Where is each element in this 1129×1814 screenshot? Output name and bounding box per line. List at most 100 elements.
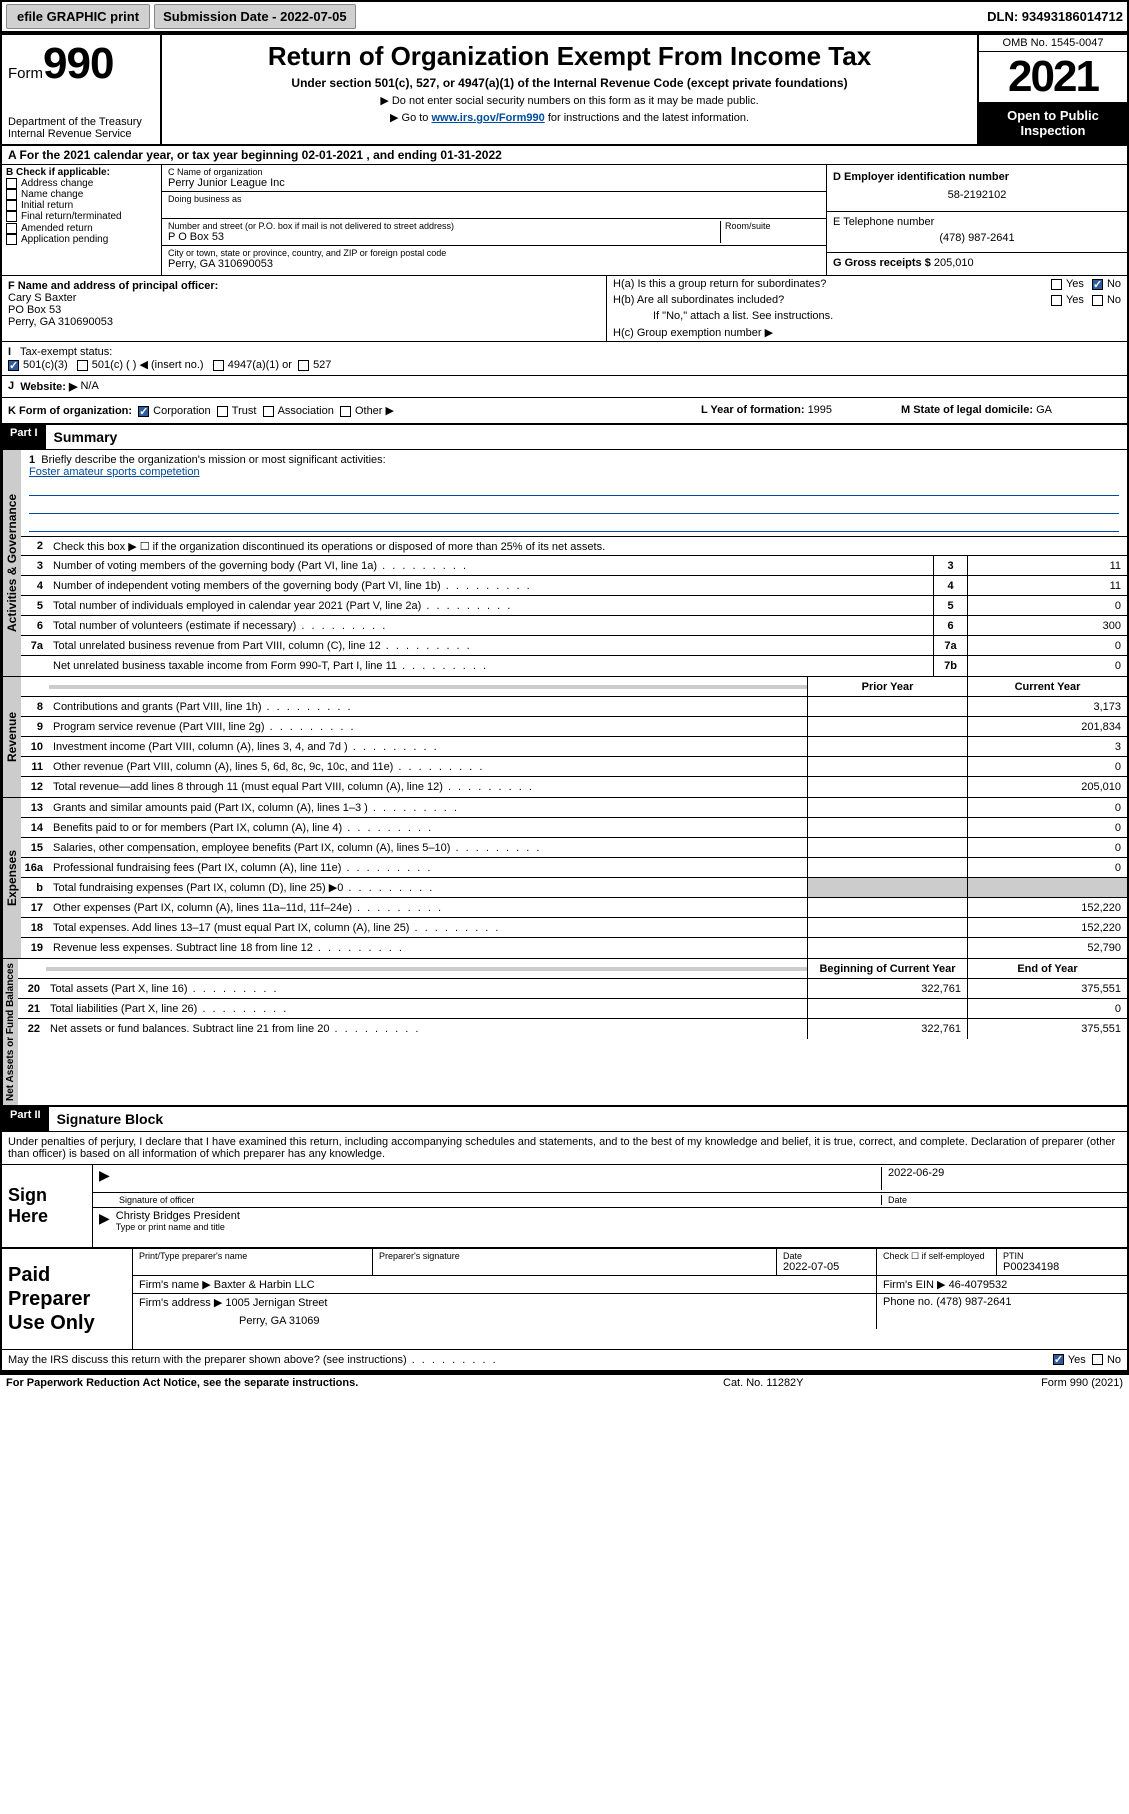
k-other-checkbox[interactable] (340, 406, 351, 417)
prior-value (807, 777, 967, 797)
mission-box: 1 Briefly describe the organization's mi… (21, 450, 1127, 536)
summary-line: 22Net assets or fund balances. Subtract … (18, 1019, 1127, 1039)
sig-labels-1: Signature of officer Date (93, 1193, 1127, 1208)
period-pre: A For the 2021 calendar year, or tax yea… (8, 148, 302, 162)
discuss-yes: Yes (1068, 1354, 1086, 1366)
dept-line2: Internal Revenue Service (8, 128, 154, 140)
line-num: 3 (21, 560, 49, 572)
line-text: Total assets (Part X, line 16) (46, 981, 807, 997)
line-num: 14 (21, 822, 49, 834)
current-value: 152,220 (967, 898, 1127, 917)
city-value: Perry, GA 310690053 (168, 258, 820, 270)
discuss-yes-checkbox[interactable] (1053, 1354, 1064, 1365)
k-corp-checkbox[interactable] (138, 406, 149, 417)
firm-phone-value: (478) 987-2641 (936, 1296, 1011, 1308)
current-value: 0 (967, 798, 1127, 817)
summary-line: 17Other expenses (Part IX, column (A), l… (21, 898, 1127, 918)
hc-label: H(c) Group exemption number ▶ (613, 326, 773, 339)
l-value: 1995 (808, 404, 832, 416)
tab-netassets: Net Assets or Fund Balances (2, 959, 18, 1105)
ha-no: No (1107, 278, 1121, 290)
box-B-label: B Check if applicable: (6, 167, 157, 178)
officer-typed-name: Christy Bridges President (116, 1210, 1121, 1222)
current-value (967, 878, 1127, 897)
col-current-year: Current Year (967, 677, 1127, 696)
line-box: 5 (933, 596, 967, 615)
line-text: Investment income (Part VIII, column (A)… (49, 739, 807, 755)
line-value: 0 (967, 596, 1127, 615)
summary-line: 3Number of voting members of the governi… (21, 556, 1127, 576)
header-center: Return of Organization Exempt From Incom… (162, 35, 977, 144)
box-b-checkbox[interactable] (6, 200, 17, 211)
net-body: Beginning of Current Year End of Year 20… (18, 959, 1127, 1105)
col-end-year: End of Year (967, 959, 1127, 978)
line-text: Net assets or fund balances. Subtract li… (46, 1021, 807, 1037)
box-b-checkbox[interactable] (6, 223, 17, 234)
box-b-checkbox[interactable] (6, 189, 17, 200)
label-J: J (8, 380, 14, 393)
prior-value (807, 838, 967, 857)
boxes-BCD-row: B Check if applicable: Address changeNam… (2, 165, 1127, 276)
box-b-item: Amended return (6, 223, 157, 234)
omb-number: OMB No. 1545-0047 (979, 35, 1127, 52)
label-I: I (8, 346, 11, 358)
line-text: Net unrelated business taxable income fr… (49, 658, 933, 674)
efile-print-button[interactable]: efile GRAPHIC print (6, 4, 150, 29)
tax-year: 2021 (979, 52, 1127, 102)
irs-link[interactable]: www.irs.gov/Form990 (431, 112, 544, 124)
k-assoc: Association (278, 405, 334, 417)
form-header: Form990 Department of the Treasury Inter… (2, 35, 1127, 146)
part-2-label: Part II (2, 1107, 49, 1131)
line-box: 7a (933, 636, 967, 655)
line-text: Grants and similar amounts paid (Part IX… (49, 800, 807, 816)
hb-no-checkbox[interactable] (1092, 295, 1103, 306)
k-label: K Form of organization: (8, 405, 132, 417)
summary-line: 11Other revenue (Part VIII, column (A), … (21, 757, 1127, 777)
dept-treasury: Department of the Treasury Internal Reve… (8, 116, 154, 140)
m-value: GA (1036, 404, 1052, 416)
hb-yes: Yes (1066, 294, 1084, 306)
rev-body: Prior Year Current Year 8Contributions a… (21, 677, 1127, 797)
ptin-value: P00234198 (1003, 1261, 1121, 1273)
line-text: Total liabilities (Part X, line 26) (46, 1001, 807, 1017)
firm-name-label: Firm's name ▶ (139, 1279, 211, 1291)
summary-line: 12Total revenue—add lines 8 through 11 (… (21, 777, 1127, 797)
ha-yes-checkbox[interactable] (1051, 279, 1062, 290)
paperwork-notice: For Paperwork Reduction Act Notice, see … (6, 1377, 723, 1389)
line-num: 12 (21, 781, 49, 793)
prior-value (807, 697, 967, 716)
501c3-checkbox[interactable] (8, 360, 19, 371)
gross-value: 205,010 (934, 257, 974, 269)
box-b-checkbox[interactable] (6, 211, 17, 222)
h-a-row: H(a) Is this a group return for subordin… (607, 276, 1127, 292)
summary-line: 18Total expenses. Add lines 13–17 (must … (21, 918, 1127, 938)
discuss-no-checkbox[interactable] (1092, 1354, 1103, 1365)
summary-revenue: Revenue Prior Year Current Year 8Contrib… (2, 677, 1127, 798)
box-B: B Check if applicable: Address changeNam… (2, 165, 162, 275)
line-text: Program service revenue (Part VIII, line… (49, 719, 807, 735)
discuss-text: May the IRS discuss this return with the… (8, 1354, 1053, 1366)
dln-label: DLN: 93493186014712 (987, 9, 1123, 24)
dba-label: Doing business as (168, 194, 820, 204)
k-trust: Trust (232, 405, 257, 417)
527-checkbox[interactable] (298, 360, 309, 371)
line-text: Professional fundraising fees (Part IX, … (49, 860, 807, 876)
current-value: 52,790 (967, 938, 1127, 958)
current-value: 3 (967, 737, 1127, 756)
exp-body: 13Grants and similar amounts paid (Part … (21, 798, 1127, 958)
period-begin: 02-01-2021 (302, 148, 363, 162)
4947-checkbox[interactable] (213, 360, 224, 371)
city-row: City or town, state or province, country… (162, 246, 826, 272)
k-assoc-checkbox[interactable] (263, 406, 274, 417)
officer-label: F Name and address of principal officer: (8, 280, 600, 292)
ha-no-checkbox[interactable] (1092, 279, 1103, 290)
box-b-checkbox[interactable] (6, 178, 17, 189)
box-b-checkbox[interactable] (6, 234, 17, 245)
col-begin-year: Beginning of Current Year (807, 959, 967, 978)
501c-checkbox[interactable] (77, 360, 88, 371)
k-trust-checkbox[interactable] (217, 406, 228, 417)
firm-addr1: 1005 Jernigan Street (225, 1297, 327, 1309)
h-c-row: H(c) Group exemption number ▶ (607, 324, 1127, 341)
summary-line: 21Total liabilities (Part X, line 26)0 (18, 999, 1127, 1019)
hb-yes-checkbox[interactable] (1051, 295, 1062, 306)
